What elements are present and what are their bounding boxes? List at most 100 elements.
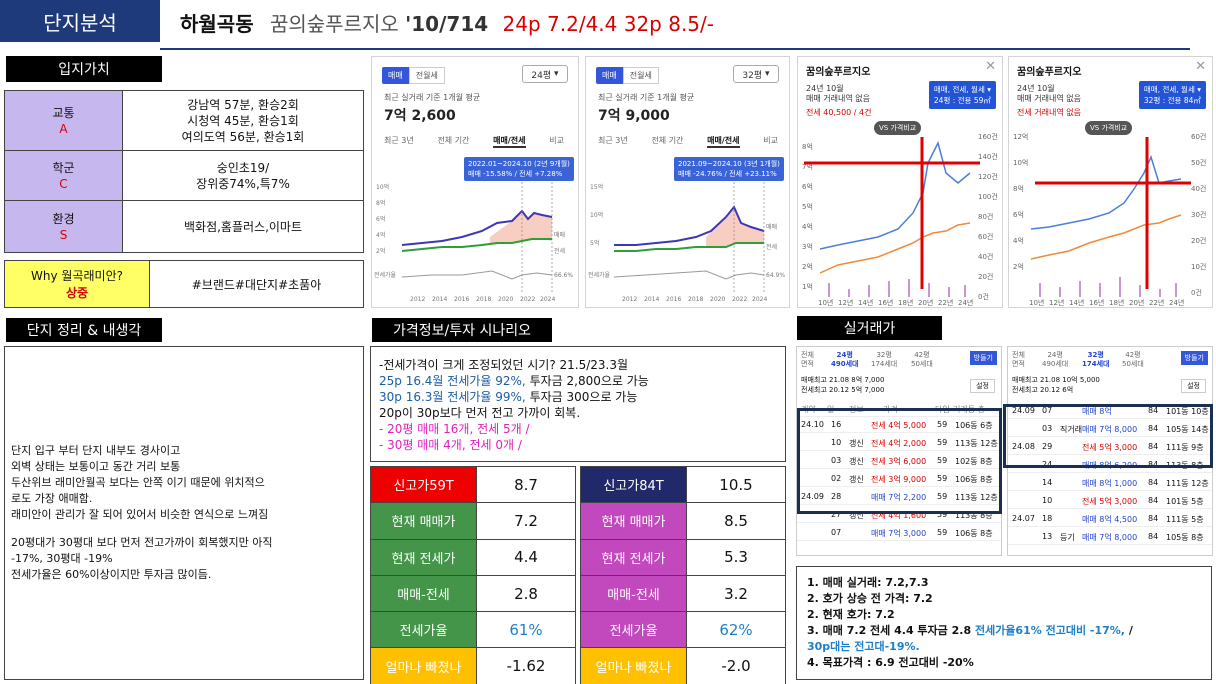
deal-unit: 111동 9층 [1166,443,1204,452]
naver-chart-32: 꿈의숲푸르지오 ✕ 24년 10월 매매 거래내역 없음 전세 거래내역 없음 … [1008,56,1213,308]
deal-row[interactable]: 24.09 07 매매 8억 84 101동 10층 [1008,403,1212,419]
svg-text:10년: 10년 [1029,298,1044,307]
deal-row[interactable]: 10 전세 5억 3,000 84 101동 5층 [1008,493,1212,509]
avg-price: 7억 2,600 [384,108,456,124]
district-name: 하월곡동 [180,12,254,36]
deal-row[interactable]: 14 매매 8억 1,000 84 111동 12층 [1008,475,1212,491]
location-category: 교통 A [4,90,123,151]
svg-text:2022: 2022 [520,296,535,303]
deal-type: 59 [937,492,948,501]
deal-row[interactable]: 27 갱신 전세 4억 1,600 59 113동 8층 [797,507,1001,523]
tab-sale-rent[interactable]: 매매/전세 [493,135,526,148]
deal-month: 24.09 [1012,406,1035,415]
settings-button[interactable]: 설정 [1181,379,1206,393]
size-tab[interactable]: 전체 면적 [1012,351,1025,369]
range-tooltip: 2021.09~2024.10 (3년 1개월) 매매 -24.76% / 전세 … [674,157,784,181]
scenario-title: 가격정보/투자 시나리오 [372,318,552,342]
size-tab-count: 490세대 [1042,360,1069,368]
value-cell: 8.7 [476,465,576,504]
size-tab[interactable]: 42평 50세대 [911,351,933,369]
summary-line: 2. 호가 상승 전 가격: 7.2 [807,592,933,605]
note-line: 외벽 상태는 보통이고 동간 거리 보통 [11,460,181,473]
deal-day: 14 [1042,478,1053,487]
settings-button[interactable]: 설정 [970,379,995,393]
note-line: -17%, 30평대 -19% [11,552,113,565]
value-row: 현재 전세가 5.3 [580,538,786,576]
close-icon[interactable]: ✕ [985,59,996,74]
deal-row[interactable]: 07 매매 7억 3,000 59 106동 8층 [797,525,1001,541]
deal-row[interactable]: 13 등기 매매 7억 8,000 84 105동 8층 [1008,529,1212,545]
deal-unit: 111동 5층 [1166,515,1204,524]
size-tab[interactable]: 전체 면적 [801,351,814,369]
deal-unit: 102동 8층 [955,457,993,466]
tab-rent[interactable]: 전월세 [408,67,445,84]
compare-button[interactable]: VS 가격비교 [1085,121,1133,135]
value-row: 신고가84T 10.5 [580,465,786,504]
svg-text:2024: 2024 [540,296,555,303]
size-tab[interactable]: 42평 50세대 [1122,351,1144,369]
chart-tabs: 매매 전월세 [382,67,445,84]
tab-compare[interactable]: 비교 [549,136,564,145]
svg-text:16년: 16년 [878,298,893,307]
size-select[interactable]: 32평 ▾ [733,65,779,83]
size-tab[interactable]: 32평 174세대 [1082,351,1110,369]
naver-sale-info: 매매 거래내역 없음 [806,94,870,103]
tab-rent[interactable]: 전월세 [622,67,659,84]
deal-price: 매매 7억 2,200 [871,493,927,502]
tab-sale-rent[interactable]: 매매/전세 [707,135,740,148]
deal-row[interactable]: 24.09 28 매매 7억 2,200 59 113동 12층 [797,489,1001,505]
svg-text:4억: 4억 [802,223,813,231]
header-divider [160,48,1190,50]
deal-day: 10 [1042,496,1053,505]
deal-info: 갱신 [849,475,864,484]
size-tab[interactable]: 24평 490세대 [831,351,859,369]
value-row: 전세가율 62% [580,611,786,649]
naver-date: 24년 10월 [806,84,844,93]
tab-all[interactable]: 전체 기간 [651,136,684,145]
tab-recent-3y[interactable]: 최근 3년 [384,136,414,145]
size-tab[interactable]: 24평 490세대 [1042,351,1068,369]
chart-caption: 최근 실거래 기준 1개월 평균 [384,93,481,102]
tab-recent-3y[interactable]: 최근 3년 [598,136,628,145]
close-icon[interactable]: ✕ [1195,59,1206,74]
deal-row[interactable]: 24.07 18 매매 8억 4,500 84 111동 5층 [1008,511,1212,527]
svg-text:20건: 20건 [978,272,993,281]
size-tab-label: 42평 [1125,351,1141,359]
value-row: 현재 매매가 7.2 [370,502,576,540]
why-tags: #브랜드#대단지#초품아 [191,277,322,292]
tab-all[interactable]: 전체 기간 [437,136,470,145]
layout-button[interactable]: 방들기 [969,351,997,365]
summary-line: 2. 현재 호가: 7.2 [807,608,895,621]
size-select[interactable]: 24평 ▾ [522,65,568,83]
deal-row[interactable]: 24.10 16 전세 4억 5,000 59 106동 6층 [797,417,1001,433]
svg-text:14년: 14년 [1069,298,1084,307]
complex-name: 꿈의숲푸르지오 [269,12,399,36]
price-chart-plot: 10억 8억 6억 4억 2억 전세가율 매매 전세 66.6% 2012 201… [374,182,573,303]
deal-price: 전세 3억 6,000 [871,457,927,466]
svg-text:2022: 2022 [732,296,747,303]
svg-text:2018: 2018 [476,296,491,303]
deal-row[interactable]: 10 갱신 전세 4억 2,000 59 113동 12층 [797,435,1001,451]
type-select[interactable]: 매매, 전세, 월세 ▾ 24평 : 전용 59㎡ [928,81,996,109]
deal-row[interactable]: 03 직거래 매매 7억 8,000 84 105동 14층 [1008,421,1212,437]
svg-text:12년: 12년 [1049,298,1064,307]
layout-button[interactable]: 방들기 [1180,351,1208,365]
compare-button[interactable]: VS 가격비교 [874,121,922,135]
type-select[interactable]: 매매, 전세, 월세 ▾ 32평 : 전용 84㎡ [1138,81,1206,109]
deal-day: 03 [831,456,842,465]
svg-text:20건: 20건 [1191,236,1206,245]
size-tab[interactable]: 32평 174세대 [871,351,897,369]
y-tick: 6억 [376,215,385,223]
value-key: 현재 매매가 [370,502,477,540]
deal-row[interactable]: 24.08 29 전세 5억 3,000 84 111동 9층 [1008,439,1212,455]
tab-compare[interactable]: 비교 [763,136,778,145]
deal-row[interactable]: 03 갱신 전세 3억 6,000 59 102동 8층 [797,453,1001,469]
svg-text:2억: 2억 [1013,263,1024,271]
deal-day: 07 [831,528,842,537]
svg-text:22년: 22년 [1149,298,1164,307]
avg-price: 7억 9,000 [598,108,670,124]
tab-sale[interactable]: 매매 [382,67,409,84]
tab-sale[interactable]: 매매 [596,67,623,84]
deal-row[interactable]: 02 갱신 전세 3억 9,000 59 106동 8층 [797,471,1001,487]
page-title: 하월곡동 꿈의숲푸르지오 '10/714 24p 7.2/4.4 32p 8.5… [180,8,714,37]
